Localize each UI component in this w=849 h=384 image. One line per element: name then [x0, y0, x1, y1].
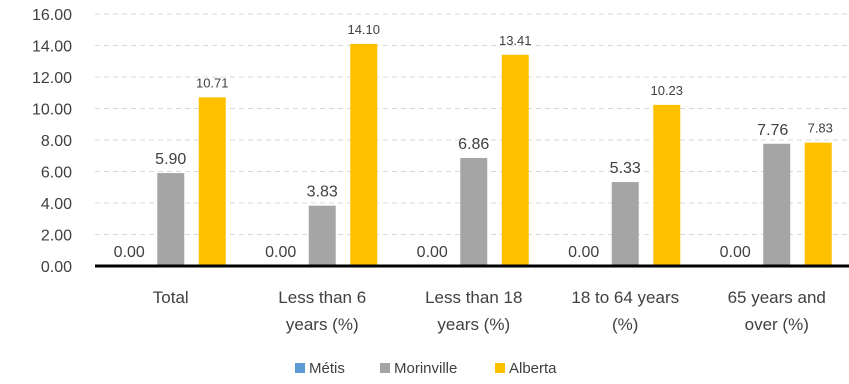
data-labels: 0.00 5.90 10.71 0.00 3.83 14.10 0.00 6.86 13.41 0… [114, 22, 833, 261]
x-category-label: years (%) [437, 315, 510, 334]
y-tick-label: 2.00 [41, 228, 72, 245]
x-category-label: Less than 6 [278, 288, 366, 307]
x-category-label: (%) [612, 315, 638, 334]
y-tick-label: 10.00 [32, 102, 72, 119]
data-label: 0.00 [417, 244, 448, 261]
data-label: 0.00 [114, 244, 145, 261]
legend-swatch [495, 363, 505, 373]
bar-morinville [763, 143, 791, 266]
data-label: 7.76 [757, 122, 788, 139]
bar-alberta [653, 104, 681, 266]
y-tick-label: 16.00 [32, 7, 72, 24]
x-category-label: over (%) [745, 315, 809, 334]
data-label: 14.10 [347, 22, 380, 37]
x-axis-category-labels: Total Less than 6 years (%) Less than 18 yea… [153, 288, 826, 334]
y-tick-label: 14.00 [32, 39, 72, 56]
bar-morinville [308, 205, 336, 266]
bars [157, 43, 832, 267]
x-category-label: years (%) [286, 315, 359, 334]
y-tick-label: 0.00 [41, 259, 72, 276]
x-category-label: 18 to 64 years [571, 288, 679, 307]
x-category-label: 65 years and [728, 288, 826, 307]
data-label: 10.71 [196, 75, 229, 90]
data-label: 13.41 [499, 33, 532, 48]
data-label: 0.00 [265, 244, 296, 261]
x-category-label: Less than 18 [425, 288, 522, 307]
legend-label: Morinville [394, 360, 457, 377]
bar-alberta [350, 43, 378, 266]
data-label: 5.33 [610, 160, 641, 177]
legend-swatch [295, 363, 305, 373]
data-label: 10.23 [650, 83, 683, 98]
bar-alberta [198, 97, 226, 266]
legend-swatch [380, 363, 390, 373]
y-tick-label: 6.00 [41, 165, 72, 182]
bar-morinville [460, 157, 488, 266]
data-label: 0.00 [720, 244, 751, 261]
y-tick-label: 4.00 [41, 196, 72, 213]
legend: Métis Morinville Alberta [295, 360, 557, 377]
y-axis-tick-labels: 0.00 2.00 4.00 6.00 8.00 10.00 12.00 14.00 16.00 [32, 7, 72, 276]
legend-label: Alberta [509, 360, 557, 377]
data-label: 5.90 [155, 151, 186, 168]
data-label: 6.86 [458, 136, 489, 153]
bar-alberta [501, 54, 529, 267]
legend-label: Métis [309, 360, 345, 377]
y-tick-label: 12.00 [32, 70, 72, 87]
bar-morinville [157, 173, 185, 266]
bar-morinville [611, 182, 639, 266]
y-tick-label: 8.00 [41, 133, 72, 150]
data-label: 0.00 [568, 244, 599, 261]
data-label: 3.83 [307, 184, 338, 201]
bar-alberta [804, 142, 832, 266]
data-label: 7.83 [808, 121, 833, 136]
x-category-label: Total [153, 288, 189, 307]
